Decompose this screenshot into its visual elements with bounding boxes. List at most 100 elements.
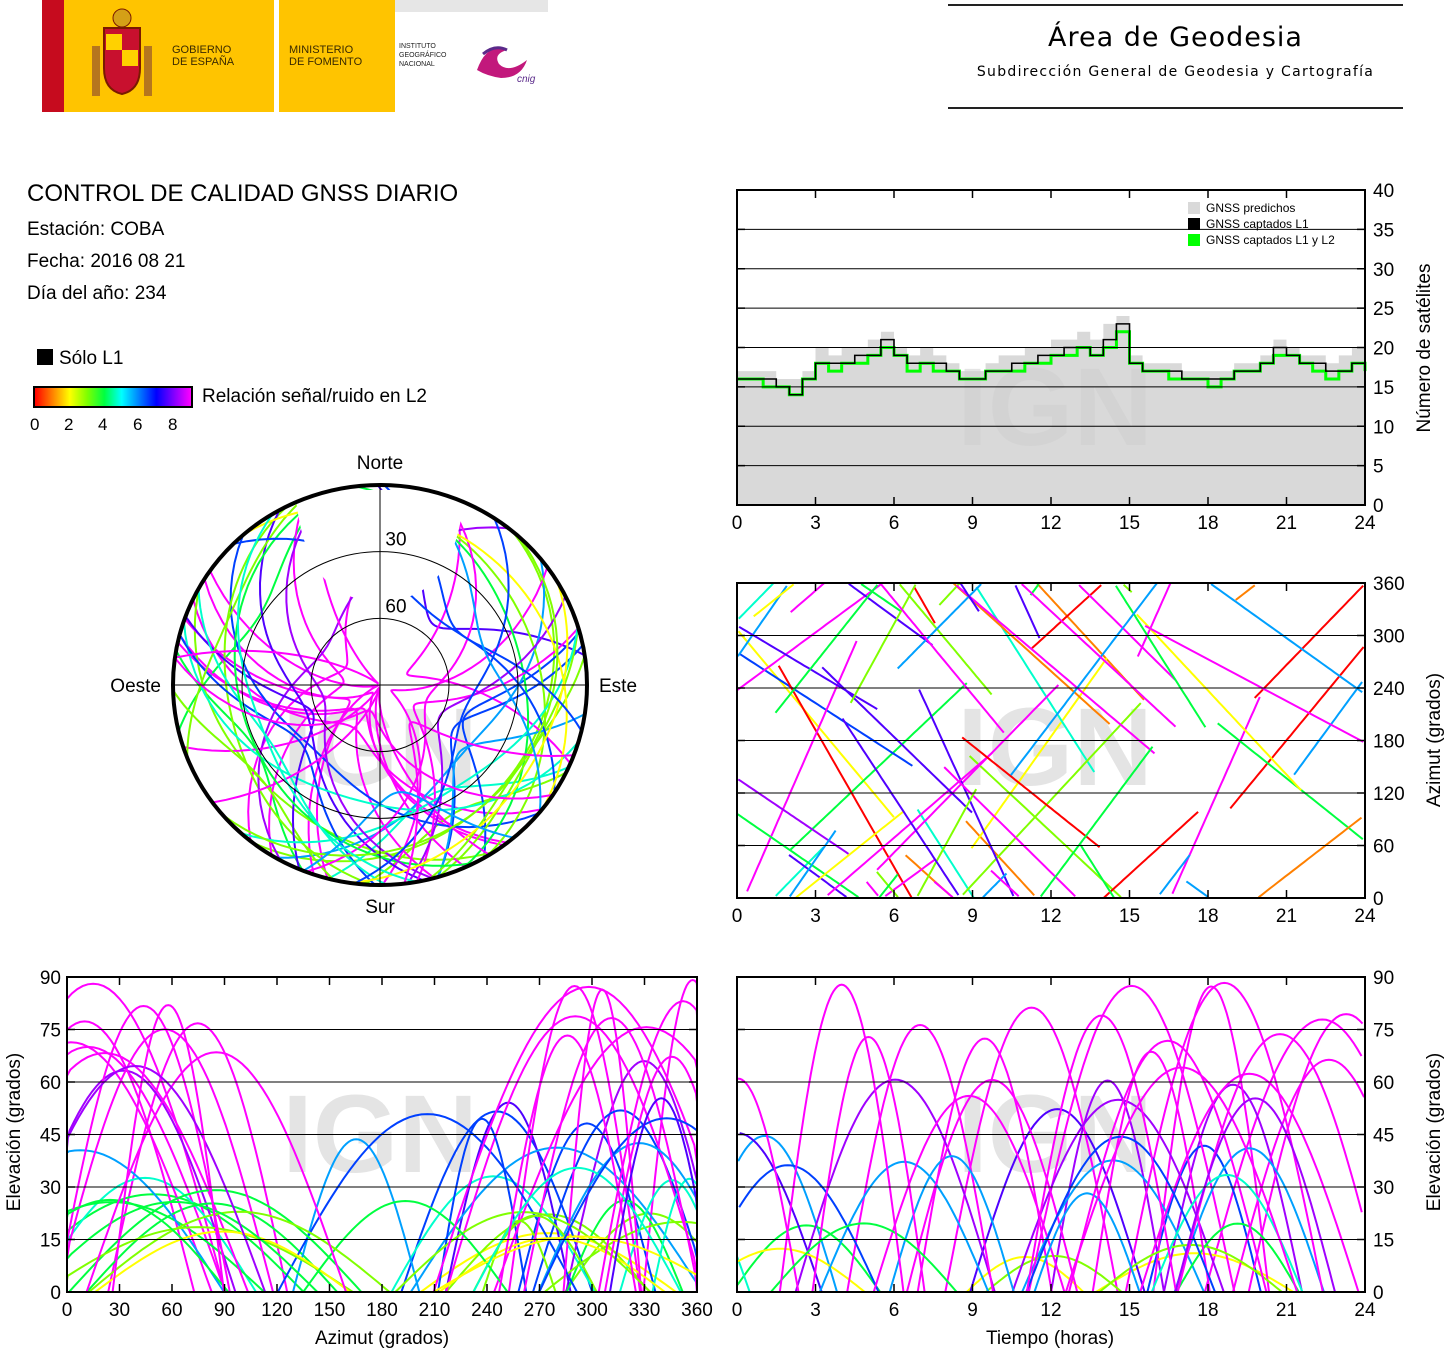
satellite-track (305, 494, 478, 873)
satellite-track (872, 1094, 1066, 1293)
satellite-track (1162, 1083, 1303, 1293)
x-tick-label: 270 (524, 1300, 556, 1321)
satellite-track (432, 985, 698, 1293)
area-title: Área de Geodesia (1048, 22, 1303, 53)
satellite-track (403, 721, 574, 884)
satellite-track (302, 1199, 509, 1293)
report-title: CONTROL DE CALIDAD GNSS DIARIO (27, 180, 459, 207)
satellite-track (737, 1077, 800, 1293)
series-l1-line (737, 323, 1366, 396)
satellite-track (406, 499, 572, 765)
x-axis-label: Tiempo (horas) (986, 1328, 1114, 1349)
satellite-track (285, 491, 433, 880)
satellite-track (916, 1037, 1053, 1293)
y-tick-label: 360 (1373, 574, 1405, 595)
satellite-track (1185, 583, 1363, 898)
y-tick-label: 40 (1373, 181, 1394, 202)
satellite-track (66, 1028, 274, 1293)
satellite-track (437, 713, 586, 878)
legend-swatch (1188, 218, 1200, 230)
west-label: Oeste (110, 676, 161, 697)
x-tick-label: 12 (1040, 1300, 1061, 1321)
y-tick-label: 0 (50, 1283, 61, 1304)
satellite-track (1025, 1135, 1216, 1293)
satellite-track (1217, 722, 1364, 840)
satellite-track (409, 1146, 698, 1293)
legend-swatch (1188, 202, 1200, 214)
satellite-track (969, 1108, 1146, 1293)
x-tick-label: 21 (1276, 1300, 1297, 1321)
satellite-track (184, 615, 315, 870)
satellite-track (415, 487, 542, 813)
satellite-track (223, 505, 373, 886)
y-tick-label: 75 (40, 1021, 61, 1042)
y-tick-label: 300 (1373, 627, 1405, 648)
coat-of-arms-icon (92, 8, 152, 96)
x-tick-label: 15 (1119, 513, 1140, 534)
satellite-track (523, 1016, 698, 1293)
satellite-track (789, 682, 968, 851)
x-tick-label: 240 (471, 1300, 503, 1321)
satellite-track (943, 584, 1177, 898)
y-tick-label: 75 (1373, 1021, 1394, 1042)
satellite-track (1068, 1039, 1268, 1293)
y-axis-label: Elevación (grados) (4, 1053, 25, 1211)
satellite-track (1025, 1014, 1177, 1293)
x-tick-label: 3 (810, 513, 821, 534)
satellite-track (968, 583, 1133, 898)
satellite-track (178, 634, 376, 886)
satellite-track (846, 1023, 994, 1293)
satellite-track (1293, 681, 1363, 776)
x-tick-label: 0 (732, 906, 743, 927)
snr-tick: 8 (168, 415, 178, 434)
l1-swatch (37, 349, 53, 365)
date-label: Fecha: 2016 08 21 (27, 251, 186, 272)
satellite-tracks (736, 981, 1365, 1293)
y-tick-label: 45 (40, 1126, 61, 1147)
x-tick-label: 12 (1040, 906, 1061, 927)
snr-tick: 0 (30, 415, 40, 434)
x-tick-label: 210 (419, 1300, 451, 1321)
y-tick-label: 25 (1373, 299, 1394, 320)
snr-tick: 4 (98, 415, 108, 434)
satellite-track (433, 1235, 698, 1293)
east-label: Este (599, 676, 637, 697)
y-tick-label: 60 (40, 1073, 61, 1094)
satellite-track (193, 587, 495, 861)
x-tick-label: 9 (967, 1300, 978, 1321)
cnig-text: cnig (517, 74, 536, 85)
x-tick-label: 6 (889, 1300, 900, 1321)
y-tick-label: 20 (1373, 339, 1394, 360)
satellite-track (1027, 984, 1236, 1293)
legend-label: GNSS captados L1 (1206, 217, 1309, 231)
x-tick-label: 150 (314, 1300, 346, 1321)
satellite-track (1050, 1079, 1165, 1293)
x-tick-label: 24 (1354, 513, 1376, 534)
x-tick-label: 18 (1197, 513, 1218, 534)
x-tick-label: 90 (214, 1300, 235, 1321)
satellite-track (1064, 1066, 1299, 1293)
satellite-track (736, 1256, 751, 1293)
satellite-track (737, 1134, 838, 1293)
x-axis-label: Azimut (grados) (315, 1328, 449, 1349)
satellite-track (905, 1078, 1079, 1293)
x-tick-label: 60 (161, 1300, 182, 1321)
satellite-track (1229, 646, 1365, 810)
satellite-track (736, 583, 902, 898)
snr-colorbar (33, 386, 193, 408)
satellite-track (738, 1164, 880, 1293)
satellite-track (182, 620, 580, 812)
north-label: Norte (357, 453, 403, 474)
y-tick-label: 5 (1373, 457, 1384, 478)
satellite-track (811, 1035, 926, 1293)
snr-tick: 6 (133, 415, 143, 434)
satellite-track (896, 583, 1008, 899)
satellite-track (1091, 1050, 1211, 1293)
station-label: Estación: COBA (27, 219, 165, 240)
y-tick-label: 30 (1373, 260, 1394, 281)
satellite-track (212, 687, 490, 856)
gobierno-text: GOBIERNO DE ESPAÑA (172, 44, 235, 68)
ign-watermark: IGN (957, 346, 1153, 469)
ign-logo: INSTITUTO GEOGRÁFICO NACIONAL cnig (395, 0, 548, 112)
